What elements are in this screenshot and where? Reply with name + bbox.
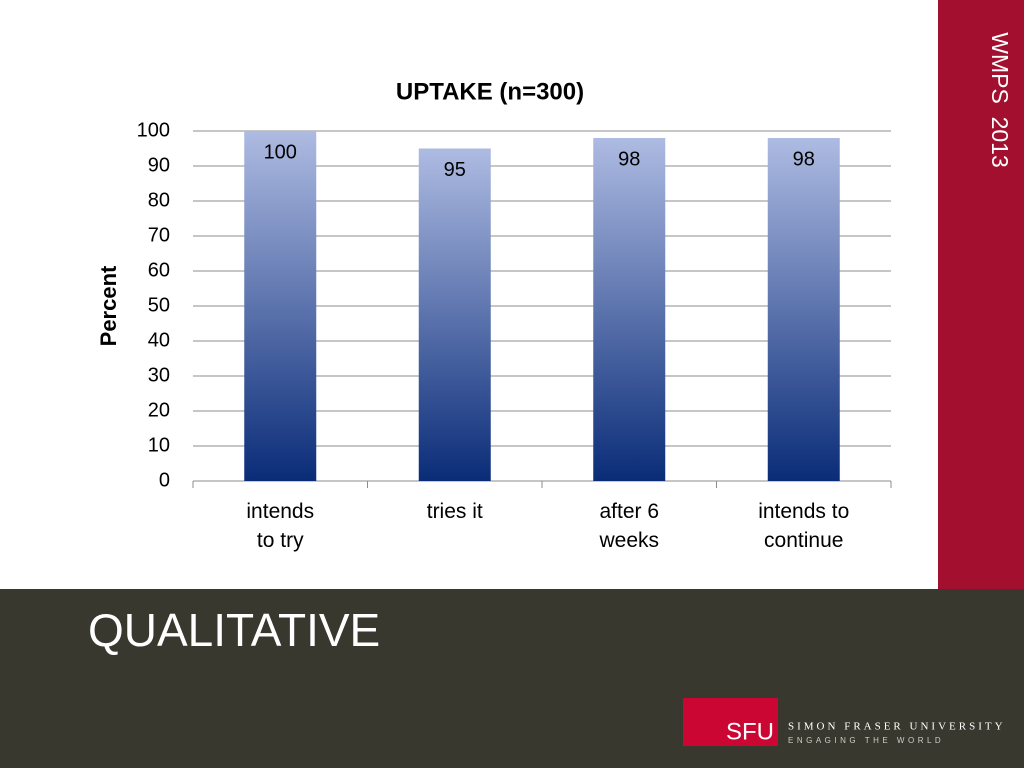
- y-tick-label: 50: [148, 294, 170, 316]
- bar: [244, 131, 317, 481]
- y-tick-label: 100: [137, 119, 170, 141]
- chart-title: UPTAKE (n=300): [396, 78, 584, 105]
- y-tick-label: 0: [159, 469, 170, 491]
- logo-box: [683, 698, 778, 746]
- y-tick-label: 70: [148, 224, 170, 246]
- side-strip: [938, 0, 1024, 589]
- side-label: WMPS 2013: [987, 32, 1013, 168]
- y-tick-label: 40: [148, 329, 170, 351]
- data-label: 98: [793, 148, 815, 170]
- y-tick-label: 20: [148, 399, 170, 421]
- y-tick-label: 10: [148, 434, 170, 456]
- bar: [593, 138, 666, 481]
- data-label: 100: [264, 141, 297, 163]
- logo-name: SIMON FRASER UNIVERSITY: [788, 721, 1006, 733]
- x-tick-label: tries it: [426, 500, 483, 523]
- y-axis-label: Percent: [96, 265, 121, 346]
- x-tick-label: intends to try: [246, 500, 315, 552]
- data-label: 98: [618, 148, 640, 170]
- y-tick-label: 30: [148, 364, 170, 386]
- x-tick-label: after 6 weeks: [599, 500, 660, 552]
- bar: [767, 138, 840, 481]
- x-tick-label: intends to continue: [758, 500, 850, 552]
- y-tick-label: 80: [148, 189, 170, 211]
- data-label: 95: [444, 159, 466, 181]
- bar: [418, 148, 491, 481]
- logo-tagline: ENGAGING THE WORLD: [788, 736, 944, 745]
- y-tick-label: 60: [148, 259, 170, 281]
- logo-mark: SFU: [726, 718, 774, 745]
- y-tick-label: 90: [148, 154, 170, 176]
- heading: QUALITATIVE: [88, 604, 380, 656]
- footer: [0, 589, 1024, 768]
